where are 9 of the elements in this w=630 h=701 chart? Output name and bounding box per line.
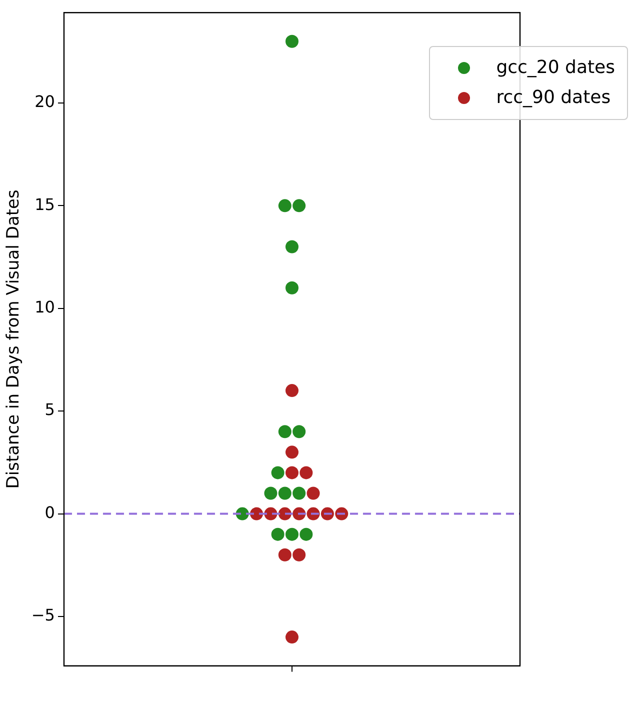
y-tick-label: 15	[34, 194, 55, 214]
legend-label: gcc_20 dates	[496, 56, 615, 80]
y-tick-label: 5	[44, 400, 55, 420]
y-tick-label: 20	[34, 92, 55, 112]
y-tick-label: 10	[34, 298, 55, 317]
y-axis-title: Distance in Days from Visual Dates	[4, 190, 24, 489]
legend-label: rcc_90 dates	[496, 86, 611, 110]
y-tick-label: −5	[31, 606, 55, 625]
y-tick-label: 0	[44, 502, 55, 522]
